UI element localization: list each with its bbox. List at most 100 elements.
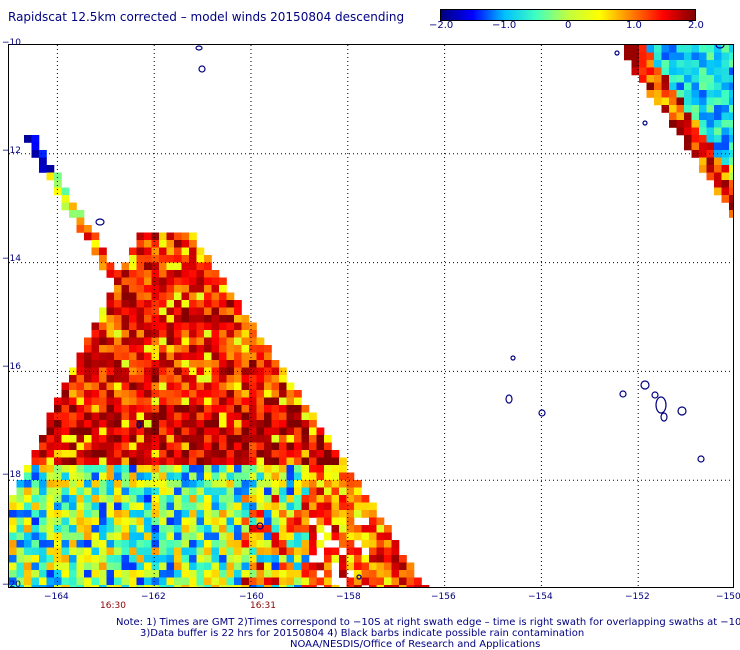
wind-difference-cell <box>189 412 197 421</box>
wind-difference-cell <box>46 547 55 556</box>
wind-difference-cell <box>16 487 25 496</box>
wind-difference-cell <box>714 75 722 83</box>
wind-difference-cell <box>174 555 182 563</box>
wind-difference-cell <box>106 532 115 541</box>
wind-difference-cell <box>234 420 242 428</box>
wind-difference-cell <box>24 465 32 473</box>
wind-difference-cell <box>144 397 152 406</box>
wind-difference-cell <box>136 585 145 587</box>
wind-difference-cell <box>136 502 145 511</box>
wind-difference-cell <box>129 502 137 511</box>
wind-difference-cell <box>151 232 160 241</box>
wind-difference-cell <box>256 555 265 563</box>
wind-difference-cell <box>114 487 122 496</box>
wind-difference-cell <box>181 397 190 406</box>
wind-difference-cell <box>69 465 77 473</box>
wind-difference-cell <box>189 315 197 323</box>
wind-difference-cell <box>189 585 197 587</box>
wind-difference-cell <box>174 427 182 436</box>
wind-difference-cell <box>91 405 100 413</box>
lat-tick-label: −16 <box>2 362 21 372</box>
wind-difference-cell <box>174 450 182 458</box>
wind-difference-cell <box>189 232 197 241</box>
wind-difference-cell <box>114 570 122 578</box>
wind-difference-cell <box>159 367 167 376</box>
wind-difference-cell <box>39 585 47 587</box>
wind-difference-cell <box>76 457 85 466</box>
wind-difference-cell <box>691 82 700 91</box>
wind-difference-cell <box>339 510 347 518</box>
wind-difference-cell <box>369 510 377 518</box>
wind-difference-cell <box>84 337 92 346</box>
wind-difference-cell <box>211 570 220 578</box>
wind-difference-cell <box>241 465 250 473</box>
wind-difference-cell <box>24 480 32 488</box>
wind-difference-cell <box>234 315 242 323</box>
wind-difference-cell <box>226 330 235 338</box>
wind-difference-cell <box>219 285 227 293</box>
wind-difference-cell <box>151 457 160 466</box>
wind-difference-cell <box>61 420 70 428</box>
wind-difference-cell <box>699 142 707 151</box>
wind-difference-cell <box>204 375 212 383</box>
wind-difference-cell <box>114 277 122 286</box>
wind-difference-cell <box>69 562 77 571</box>
wind-difference-cell <box>684 45 692 53</box>
wind-difference-cell <box>654 67 662 76</box>
wind-difference-cell <box>301 465 310 473</box>
wind-difference-cell <box>286 525 295 533</box>
wind-difference-cell <box>181 300 190 308</box>
wind-difference-cell <box>54 420 62 428</box>
wind-difference-cell <box>721 187 730 196</box>
wind-difference-cell <box>729 195 733 203</box>
wind-difference-cell <box>144 322 152 331</box>
wind-difference-cell <box>174 420 182 428</box>
wind-difference-cell <box>234 570 242 578</box>
wind-difference-cell <box>84 367 92 376</box>
wind-difference-cell <box>354 487 362 496</box>
wind-difference-cell <box>204 435 212 443</box>
wind-difference-cell <box>226 555 235 563</box>
wind-difference-cell <box>264 562 272 571</box>
wind-difference-cell <box>99 375 107 383</box>
wind-difference-cell <box>196 277 205 286</box>
wind-difference-cell <box>309 465 317 473</box>
wind-difference-cell <box>324 465 332 473</box>
wind-difference-cell <box>301 457 310 466</box>
wind-difference-cell <box>714 187 722 196</box>
wind-difference-cell <box>91 322 100 331</box>
wind-difference-cell <box>369 570 377 578</box>
wind-difference-cell <box>99 262 107 271</box>
swath-time-label: 16:30 <box>100 601 126 611</box>
wind-difference-cell <box>729 67 733 76</box>
wind-difference-cell <box>69 480 77 488</box>
wind-difference-cell <box>189 420 197 428</box>
wind-difference-cell <box>196 390 205 398</box>
wind-difference-cell <box>189 562 197 571</box>
wind-difference-cell <box>91 427 100 436</box>
wind-difference-cell <box>31 577 40 586</box>
wind-difference-cell <box>144 405 152 413</box>
wind-difference-cell <box>271 412 280 421</box>
wind-difference-cell <box>121 262 130 271</box>
wind-difference-cell <box>151 547 160 556</box>
wind-difference-cell <box>129 532 137 541</box>
wind-difference-cell <box>279 510 287 518</box>
wind-difference-cell <box>384 570 392 578</box>
wind-difference-cell <box>676 97 685 106</box>
wind-difference-cell <box>729 75 733 83</box>
wind-difference-cell <box>669 112 677 121</box>
wind-difference-cell <box>271 427 280 436</box>
wind-difference-cell <box>114 450 122 458</box>
wind-difference-cell <box>211 562 220 571</box>
wind-difference-cell <box>114 547 122 556</box>
wind-difference-cell <box>196 397 205 406</box>
wind-difference-cell <box>294 570 302 578</box>
wind-difference-cell <box>69 382 77 391</box>
wind-difference-cell <box>129 397 137 406</box>
wind-difference-cell <box>264 555 272 563</box>
wind-difference-cell <box>121 547 130 556</box>
wind-difference-cell <box>654 82 662 91</box>
wind-difference-cell <box>226 337 235 346</box>
wind-difference-cell <box>196 547 205 556</box>
